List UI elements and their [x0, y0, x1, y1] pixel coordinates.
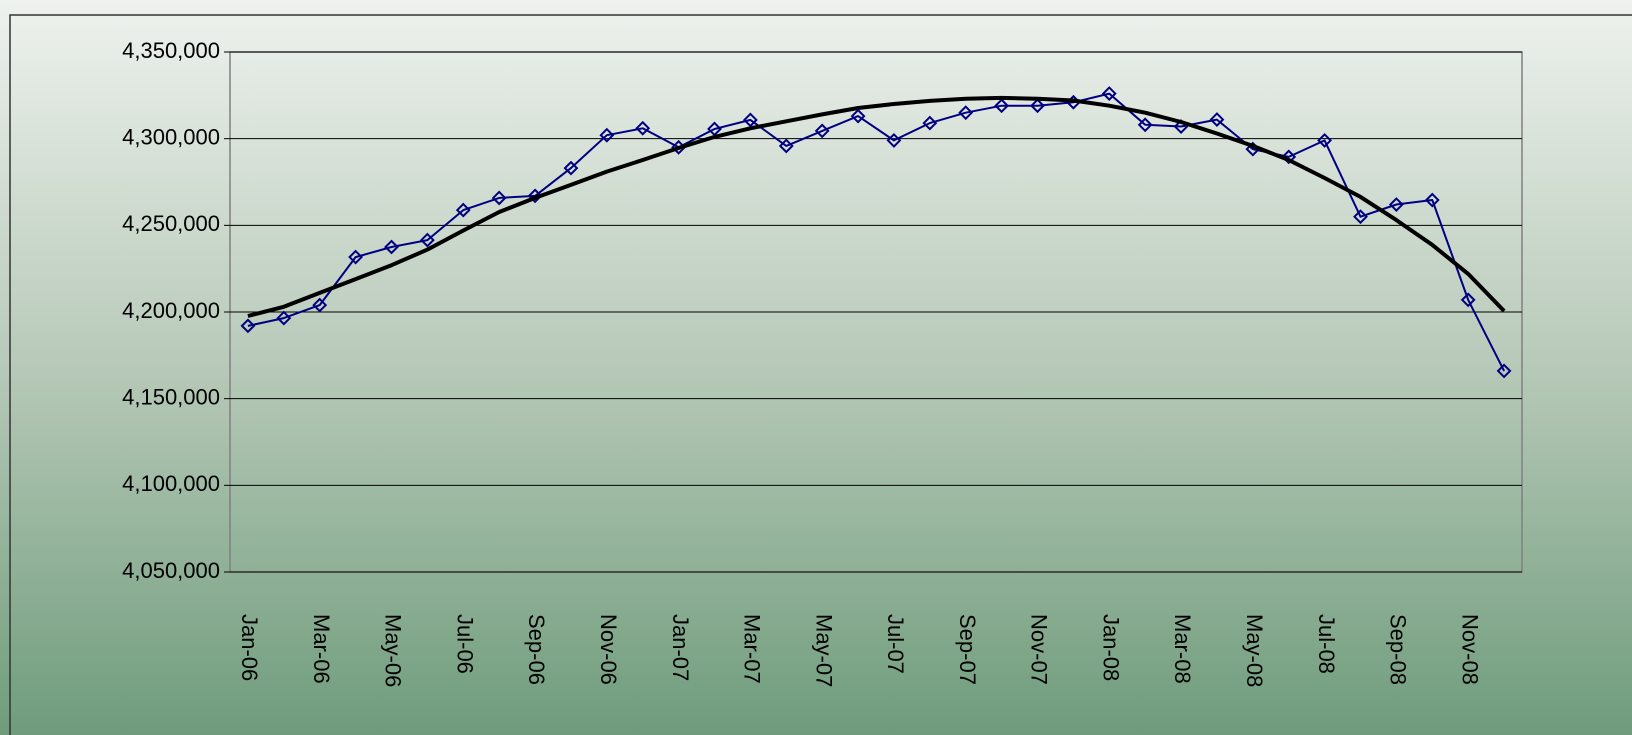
data-point — [599, 127, 615, 143]
x-tick-label: Jul-06 — [452, 614, 477, 674]
data-point — [1101, 86, 1117, 102]
data-point — [1281, 149, 1297, 165]
data-point — [455, 202, 471, 218]
x-tick-label: Jul-08 — [1314, 614, 1339, 674]
x-tick-label: May-08 — [1242, 614, 1267, 687]
data-point — [240, 318, 256, 334]
x-tick-label: May-06 — [381, 614, 406, 687]
data-point — [563, 160, 579, 176]
data-point — [1496, 363, 1512, 379]
x-tick-label: Jan-08 — [1098, 614, 1123, 681]
data-point — [850, 108, 866, 124]
data-point — [635, 120, 651, 136]
y-tick-label: 4,150,000 — [122, 384, 220, 409]
chart-frame — [9, 14, 1632, 735]
x-tick-label: Jan-06 — [237, 614, 262, 681]
series-line — [247, 95, 1506, 318]
data-point — [384, 239, 399, 255]
data-point — [814, 123, 830, 139]
data-point — [419, 232, 435, 248]
x-tick-label: Jan-07 — [668, 614, 693, 681]
data-point — [1388, 197, 1404, 212]
data-point — [1137, 117, 1153, 133]
x-tick-label: Nov-07 — [1027, 614, 1052, 685]
x-tick-label: Sep-08 — [1386, 614, 1411, 685]
x-tick-label: Nov-06 — [596, 614, 621, 685]
data-point — [1460, 292, 1476, 308]
x-tick-label: Jul-07 — [883, 614, 908, 674]
y-tick-label: 4,300,000 — [122, 124, 220, 149]
data-point — [276, 310, 292, 326]
data-point — [994, 98, 1010, 114]
y-tick-label: 4,350,000 — [122, 38, 220, 63]
data-point — [348, 249, 364, 265]
y-tick-label: 4,250,000 — [122, 211, 220, 236]
data-point — [1209, 112, 1225, 128]
data-point — [1030, 98, 1045, 114]
data-point — [886, 132, 902, 148]
y-tick-label: 4,200,000 — [122, 298, 220, 323]
data-point — [922, 115, 938, 131]
data-point — [958, 105, 974, 121]
data-point — [778, 138, 794, 154]
data-point — [1424, 192, 1440, 208]
x-tick-label: Sep-07 — [955, 614, 980, 685]
x-tick-label: Sep-06 — [524, 614, 549, 685]
data-point — [491, 190, 507, 206]
data-point — [1317, 132, 1333, 148]
series-line — [247, 92, 1505, 372]
data-point — [742, 112, 758, 128]
data-point — [527, 188, 543, 204]
data-point — [1353, 209, 1368, 225]
x-tick-label: Mar-08 — [1170, 614, 1195, 684]
y-tick-label: 4,100,000 — [122, 471, 220, 496]
x-tick-label: Mar-07 — [740, 614, 765, 684]
y-tick-label: 4,050,000 — [122, 558, 220, 583]
x-tick-label: May-07 — [811, 614, 836, 687]
x-tick-label: Mar-06 — [309, 614, 334, 684]
data-point — [312, 297, 328, 313]
x-tick-label: Nov-08 — [1457, 614, 1482, 685]
